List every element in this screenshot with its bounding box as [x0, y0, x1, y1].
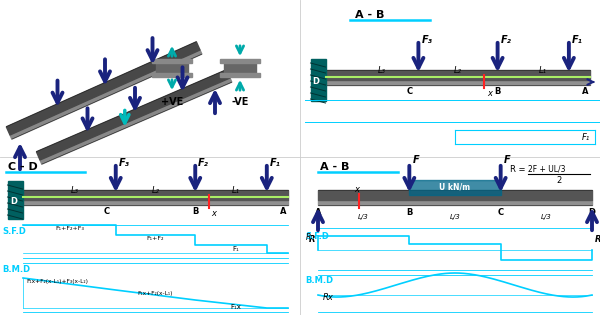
- Text: 2: 2: [556, 176, 562, 185]
- Text: L₃: L₃: [70, 186, 79, 195]
- Polygon shape: [10, 50, 202, 139]
- Text: B.M.D: B.M.D: [2, 265, 30, 274]
- Text: -VE: -VE: [232, 97, 248, 107]
- Text: R =: R =: [510, 165, 526, 174]
- Bar: [152, 73, 192, 77]
- Text: F: F: [503, 155, 510, 165]
- Text: A: A: [315, 208, 321, 217]
- Text: S.F.D: S.F.D: [2, 227, 26, 236]
- Bar: [152, 59, 192, 63]
- Text: L/3: L/3: [358, 214, 369, 220]
- Text: L/3: L/3: [541, 214, 552, 220]
- Text: F₁x: F₁x: [230, 304, 241, 310]
- Text: C: C: [407, 87, 413, 96]
- Text: S.F.D: S.F.D: [305, 232, 329, 241]
- Text: F₁x+F₂(x-L₁): F₁x+F₂(x-L₁): [138, 291, 173, 296]
- Bar: [220, 59, 260, 63]
- Text: Rx: Rx: [323, 293, 334, 302]
- Text: R: R: [595, 235, 600, 244]
- Text: x: x: [355, 185, 359, 194]
- Polygon shape: [318, 190, 592, 200]
- Text: F₁+F₂: F₁+F₂: [147, 236, 164, 241]
- Text: B: B: [406, 208, 413, 217]
- Polygon shape: [23, 190, 288, 200]
- Bar: [156, 63, 188, 73]
- Text: F₂: F₂: [500, 35, 511, 45]
- Text: C - D: C - D: [8, 162, 38, 172]
- Text: F₁: F₁: [233, 246, 239, 252]
- Text: L₁: L₁: [539, 66, 547, 75]
- Polygon shape: [23, 200, 288, 205]
- Text: B: B: [494, 87, 501, 96]
- Text: D: D: [11, 198, 17, 207]
- Text: F₂: F₂: [198, 158, 209, 168]
- Bar: [224, 63, 256, 73]
- Text: A: A: [280, 207, 287, 216]
- Polygon shape: [326, 70, 590, 80]
- Polygon shape: [318, 200, 592, 205]
- Text: L₂: L₂: [151, 186, 160, 195]
- Text: F₁: F₁: [582, 133, 590, 141]
- Text: F₁: F₁: [572, 35, 583, 45]
- Text: +VE: +VE: [161, 97, 183, 107]
- Polygon shape: [7, 42, 200, 135]
- Text: F: F: [412, 155, 419, 165]
- Text: L₂: L₂: [454, 66, 462, 75]
- Polygon shape: [40, 78, 232, 164]
- Text: A - B: A - B: [320, 162, 349, 172]
- Text: F₁x+F₂(x-L₁)+F₃(x-L₂): F₁x+F₂(x-L₁)+F₃(x-L₂): [26, 279, 88, 284]
- Text: 2F + UL/3: 2F + UL/3: [528, 165, 566, 174]
- Text: x: x: [212, 209, 217, 218]
- Text: D: D: [313, 77, 320, 87]
- Text: C: C: [497, 208, 504, 217]
- Polygon shape: [326, 80, 590, 85]
- Text: B.M.D: B.M.D: [305, 276, 333, 285]
- Text: C: C: [104, 207, 110, 216]
- Text: D: D: [589, 208, 595, 217]
- Text: F₁: F₁: [270, 158, 281, 168]
- Bar: [220, 73, 260, 77]
- Text: A - B: A - B: [355, 10, 385, 20]
- Polygon shape: [37, 70, 230, 160]
- Bar: [7, 181, 23, 219]
- Text: U kN/m: U kN/m: [439, 183, 470, 192]
- Text: L₃: L₃: [378, 66, 386, 75]
- Text: B: B: [192, 207, 199, 216]
- Text: F₃: F₃: [421, 35, 432, 45]
- Bar: [311, 59, 325, 101]
- Text: x: x: [487, 89, 493, 98]
- Text: R: R: [305, 233, 311, 243]
- Text: L/3: L/3: [449, 214, 460, 220]
- Text: A: A: [583, 87, 589, 96]
- Text: L₁: L₁: [232, 186, 240, 195]
- Text: F₃: F₃: [119, 158, 130, 168]
- Text: F₁+F₂+F₃: F₁+F₂+F₃: [55, 226, 84, 231]
- Bar: [409, 180, 500, 195]
- Text: R: R: [309, 235, 315, 244]
